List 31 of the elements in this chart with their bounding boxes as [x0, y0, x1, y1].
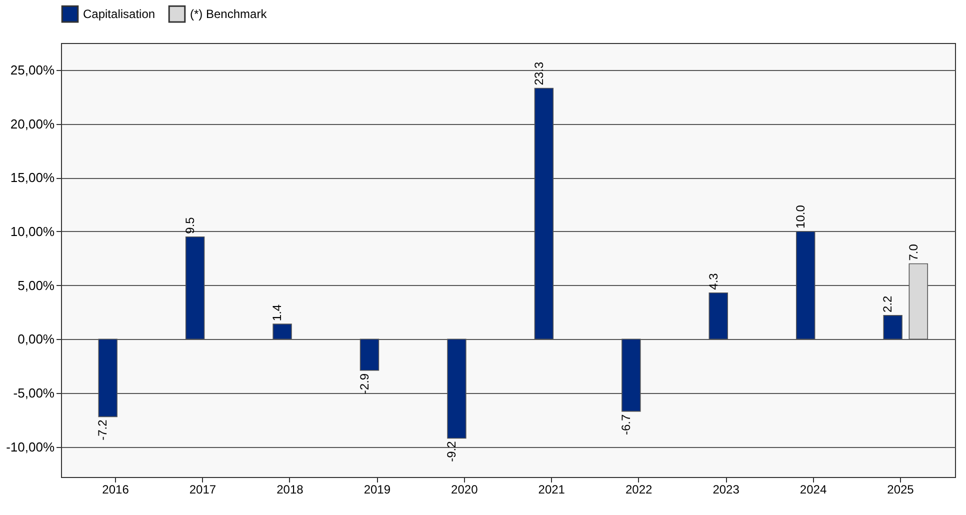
data-label: 1.4: [270, 304, 284, 322]
y-tick-label: -10,00%: [6, 439, 55, 454]
y-tick-label: 5,00%: [18, 278, 55, 293]
y-tick-label: -5,00%: [13, 386, 55, 400]
legend-label: Capitalisation: [83, 7, 156, 22]
x-tick-label: 2016: [102, 482, 130, 496]
y-tick-label: 10,00%: [10, 224, 55, 239]
data-label: 9.5: [182, 216, 197, 234]
data-label: 2.2: [880, 295, 895, 312]
x-tick-label: 2018: [276, 482, 304, 496]
x-tick-label: 2022: [625, 482, 652, 496]
data-label: -7.2: [96, 419, 110, 440]
y-tick-label: 25,00%: [10, 62, 55, 78]
y-tick-label: 15,00%: [10, 170, 55, 186]
x-tick-label: 2025: [887, 482, 914, 496]
data-label: 4.3: [706, 272, 720, 290]
data-label: -9.2: [444, 440, 459, 462]
legend-label: (*) Benchmark: [190, 7, 268, 22]
data-label: 23.3: [532, 62, 546, 86]
data-label: -2.9: [357, 373, 372, 394]
x-tick-label: 2024: [800, 482, 827, 496]
x-tick-label: 2017: [189, 482, 216, 496]
y-tick-label: 20,00%: [10, 116, 55, 132]
data-label: -6.7: [619, 414, 634, 435]
x-tick-label: 2019: [364, 482, 391, 496]
x-tick-label: 2020: [451, 482, 478, 496]
data-label: 7.0: [906, 244, 920, 261]
x-tick-label: 2021: [538, 482, 566, 496]
y-tick-label: 0,00%: [18, 332, 55, 347]
data-label: 10.0: [793, 204, 808, 228]
x-tick-label: 2023: [712, 482, 740, 496]
